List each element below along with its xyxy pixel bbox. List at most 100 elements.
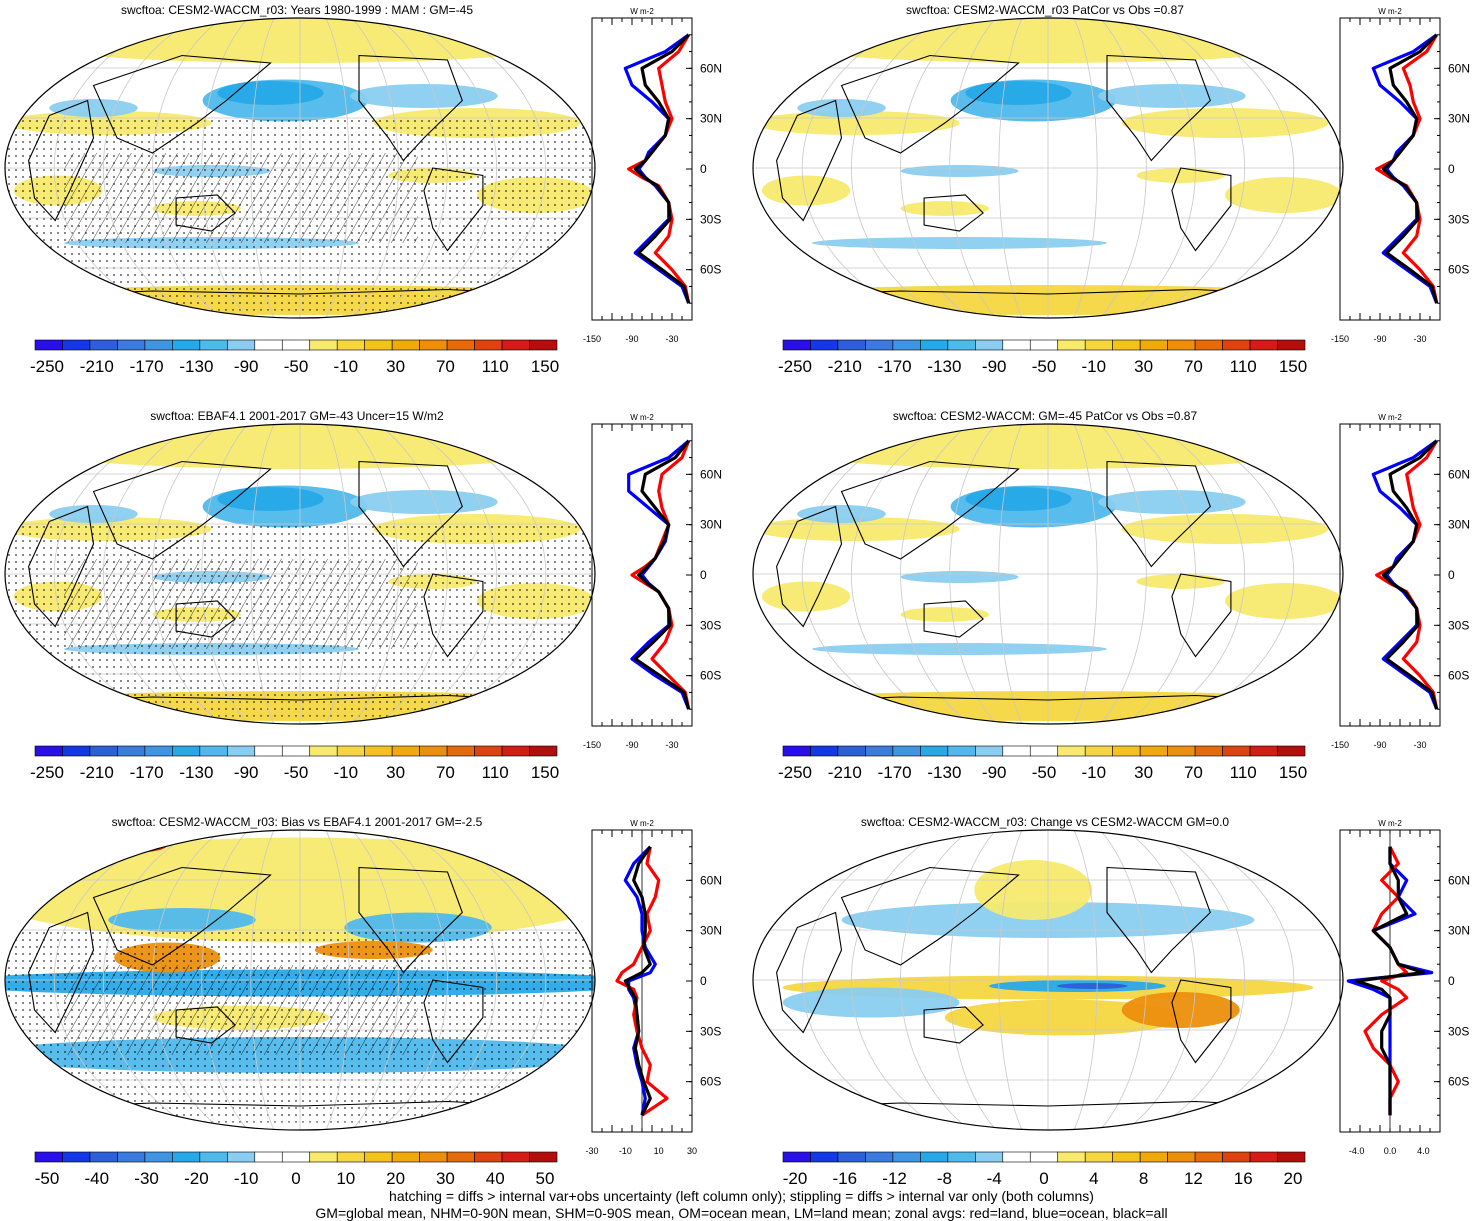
colorbar-label: -210 <box>80 763 114 782</box>
colorbar-label: -16 <box>833 1169 858 1188</box>
colorbar-label: -130 <box>179 763 213 782</box>
field-atlantic-n <box>1121 514 1329 544</box>
zonal-xtick-label: 30 <box>687 1146 697 1156</box>
colorbar-box <box>1277 339 1306 351</box>
colorbar-box <box>144 1151 173 1163</box>
colorbar-label: 70 <box>436 763 455 782</box>
zonal-units-label: W m-2 <box>1378 819 1402 828</box>
colorbar-label: -50 <box>1032 357 1057 376</box>
colorbar-box <box>34 339 63 351</box>
colorbar-label: 50 <box>536 1169 555 1188</box>
colorbar-box <box>117 745 146 757</box>
zonal-line-land <box>615 846 669 1117</box>
colorbar-box <box>1194 745 1223 757</box>
field-midlat-n <box>753 111 960 135</box>
colorbar-label: -90 <box>234 357 259 376</box>
zonal-xtick-label: 0.0 <box>1384 1146 1397 1156</box>
zonal-lat-label: 30N <box>700 518 722 532</box>
colorbar-box <box>1002 339 1031 351</box>
graticule <box>753 830 1343 1130</box>
panel-title: swcftoa: CESM2-WACCM_r03: Change vs CESM… <box>860 815 1230 829</box>
colorbar-label: 110 <box>1230 763 1257 782</box>
colorbar-box <box>419 339 448 351</box>
coast-africa <box>776 99 843 222</box>
field-australia <box>900 607 989 622</box>
colorbar-box <box>309 339 338 351</box>
colorbar-label: 30 <box>386 763 405 782</box>
colorbar-box <box>172 1151 201 1163</box>
field-npac-neg <box>108 908 256 932</box>
zonal-lat-label: 30S <box>700 618 721 632</box>
colorbar-box <box>865 1151 894 1163</box>
colorbar-label: -90 <box>982 763 1007 782</box>
field-arctic <box>753 424 1343 469</box>
colorbar-box <box>391 339 420 351</box>
colorbar-box <box>309 1151 338 1163</box>
graticule <box>753 424 1343 724</box>
field-eq-core-dark <box>1056 983 1128 989</box>
zonal-mean-plot: W m-2 60N 30N 0 30S 60S -150 -90 -30 <box>1331 7 1470 344</box>
colorbar-box <box>501 1151 530 1163</box>
zonal-lat-label: 60S <box>1448 263 1469 277</box>
zonal-lat-label: 30S <box>1448 212 1469 226</box>
field-europe <box>49 99 138 117</box>
colorbar-box <box>892 745 921 757</box>
coast-n-america <box>1106 866 1211 974</box>
coast-s-america <box>1171 979 1232 1064</box>
coast-asia <box>92 54 272 154</box>
coast-africa <box>776 505 843 628</box>
field-npac-pos <box>974 860 1093 920</box>
colorbar-box <box>227 339 256 351</box>
field-epacific <box>1136 574 1225 589</box>
colorbar-label: 40 <box>486 1169 505 1188</box>
zonal-xtick-label: -90 <box>625 740 638 750</box>
field-australia <box>900 201 989 216</box>
colorbar-label: -170 <box>130 357 164 376</box>
colorbar-box <box>1194 339 1223 351</box>
colorbar-box <box>1222 745 1251 757</box>
colorbar-label: -130 <box>179 357 213 376</box>
panel-6: swcftoa: CESM2-WACCM_r03: Change vs CESM… <box>748 812 1483 1212</box>
colorbar-box <box>391 745 420 757</box>
colorbar-label: -40 <box>85 1169 110 1188</box>
zonal-line-land <box>1375 33 1439 304</box>
panel-figure: -50 -40 -30 -20 -10 0 10 20 30 40 50 W m-2 60N 30N 0 30… <box>4 819 722 1188</box>
zonal-lat-label: 60N <box>1448 467 1470 481</box>
colorbar-box <box>810 1151 839 1163</box>
colorbar-label: -12 <box>882 1169 907 1188</box>
field-natlantic <box>1098 490 1246 514</box>
colorbar-box <box>199 745 228 757</box>
colorbar-label: -10 <box>334 763 359 782</box>
field-satlantic <box>1225 177 1343 213</box>
colorbar-box <box>947 1151 976 1163</box>
coast-n-america <box>358 460 463 568</box>
colorbar-box <box>474 745 503 757</box>
zonal-units-label: W m-2 <box>630 413 654 422</box>
colorbar-box <box>1139 1151 1168 1163</box>
field-arctic <box>5 424 595 469</box>
colorbar-label: 150 <box>1279 357 1307 376</box>
zonal-line-all <box>1355 846 1425 1116</box>
colorbar-box <box>782 745 811 757</box>
colorbar-box <box>336 339 365 351</box>
zonal-line-land <box>1363 846 1409 1116</box>
field-natlantic <box>350 84 498 108</box>
colorbar-box <box>474 1151 503 1163</box>
field-sindian <box>761 175 851 206</box>
panel-1: swcftoa: CESM2-WACCM_r03: Years 1980-199… <box>0 0 735 400</box>
coast-australia <box>175 1006 236 1044</box>
colorbar-label: -10 <box>1082 357 1107 376</box>
zonal-lat-label: 60S <box>700 263 721 277</box>
zonal-line-all <box>633 33 691 304</box>
colorbar-box <box>1002 745 1031 757</box>
coast-africa <box>776 911 843 1034</box>
field-natlantic <box>350 490 498 514</box>
zonal-lat-label: 60N <box>700 873 722 887</box>
colorbar-box <box>501 745 530 757</box>
colorbar-box <box>172 745 201 757</box>
colorbar-label: -210 <box>828 357 862 376</box>
field-satlantic <box>1225 583 1343 619</box>
field-epacific <box>1136 168 1225 183</box>
zonal-lat-label: 60S <box>700 1075 721 1089</box>
coast-australia <box>923 600 984 638</box>
